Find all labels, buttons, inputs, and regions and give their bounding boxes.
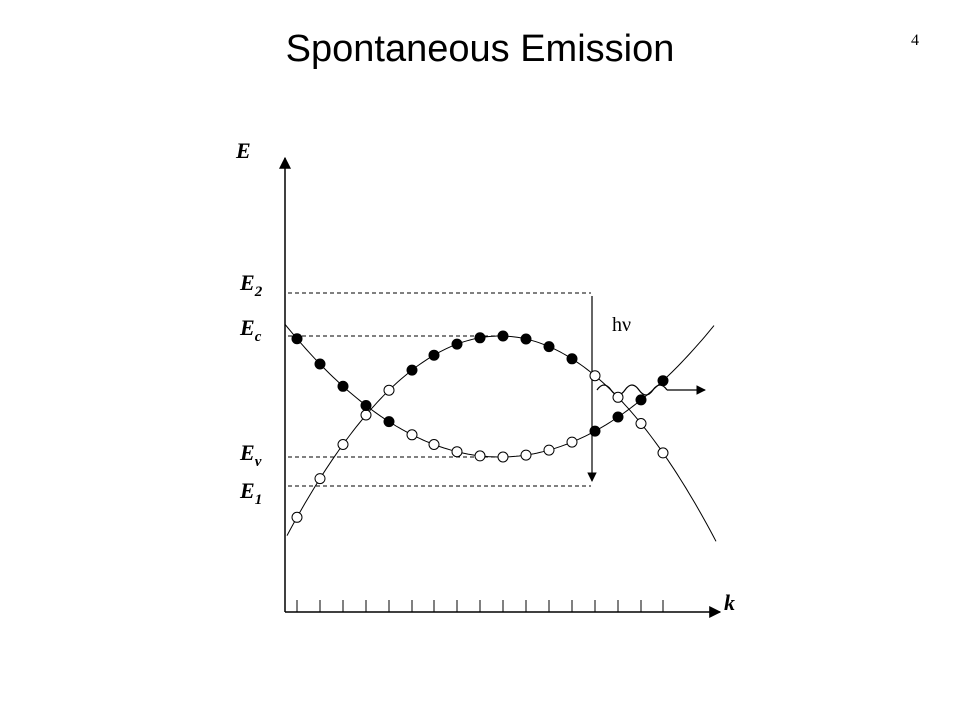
valence-state-empty [474, 450, 486, 462]
conduction-state-filled [451, 338, 463, 350]
conduction-state-empty [589, 370, 601, 382]
photon-energy-label: hν [612, 314, 631, 336]
photon-wave [596, 384, 668, 396]
valence-band-curve [284, 323, 715, 458]
conduction-state-empty [657, 447, 669, 459]
level-label-ec: Ec [239, 315, 262, 345]
conduction-state-filled [428, 349, 440, 361]
slide-title: Spontaneous Emission [285, 28, 675, 70]
slide-number: 4 [911, 32, 919, 49]
level-label-e1: E1 [239, 478, 262, 508]
valence-state-empty [543, 444, 555, 456]
valence-state-filled [314, 358, 326, 370]
conduction-state-empty [383, 384, 395, 396]
valence-state-filled [291, 333, 303, 345]
k-axis-label: k [724, 590, 735, 615]
valence-state-empty [428, 439, 440, 450]
conduction-state-filled [520, 333, 532, 345]
energy-axis-label: E [235, 138, 251, 163]
valence-state-filled [589, 425, 601, 437]
valence-state-empty [520, 449, 532, 461]
conduction-band-states [291, 330, 669, 523]
k-axis-ticks [296, 600, 664, 612]
valence-state-empty [406, 429, 418, 441]
valence-state-filled [383, 416, 395, 428]
valence-state-empty [497, 451, 509, 463]
valence-state-empty [566, 436, 578, 448]
level-label-ev: Ev [239, 440, 262, 470]
conduction-state-empty [635, 418, 647, 429]
level-label-e2: E2 [239, 270, 263, 300]
conduction-state-empty [337, 439, 349, 450]
conduction-state-empty [360, 409, 372, 421]
valence-state-filled [657, 375, 669, 387]
valence-state-filled [337, 380, 349, 392]
conduction-state-empty [314, 473, 326, 485]
conduction-state-filled [406, 364, 418, 376]
valence-state-filled [612, 411, 624, 423]
conduction-state-empty [291, 511, 303, 523]
valence-band-states [291, 333, 669, 463]
conduction-state-filled [474, 332, 486, 344]
conduction-band-curve [286, 335, 717, 542]
valence-state-empty [451, 446, 463, 458]
valence-state-filled [635, 394, 647, 406]
conduction-state-filled [497, 330, 509, 342]
conduction-state-filled [566, 353, 578, 365]
conduction-state-empty [612, 391, 624, 403]
conduction-state-filled [543, 341, 555, 353]
valence-state-filled [360, 400, 372, 411]
